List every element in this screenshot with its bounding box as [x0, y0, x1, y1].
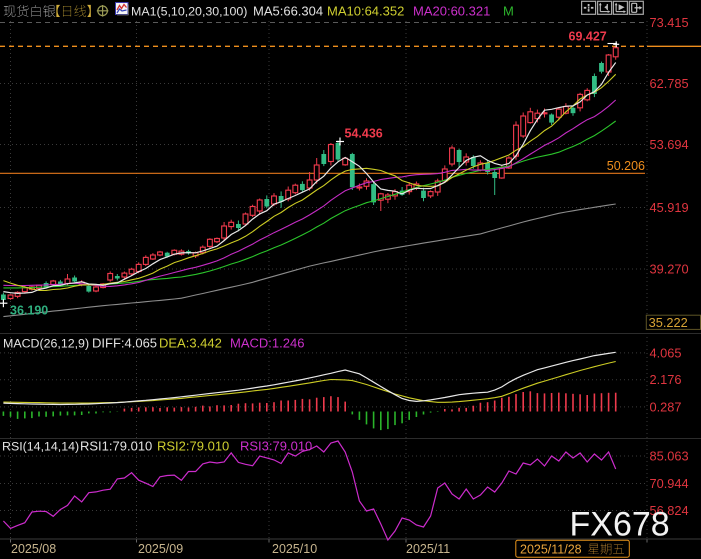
svg-text:73.415: 73.415: [650, 15, 689, 30]
svg-text:DEA:3.442: DEA:3.442: [159, 336, 222, 351]
svg-text:MA5:66.304: MA5:66.304: [253, 4, 323, 19]
svg-text:53.694: 53.694: [650, 137, 689, 152]
svg-text:2025/10: 2025/10: [272, 542, 317, 556]
svg-text:2025/11/28: 2025/11/28: [520, 543, 582, 557]
svg-text:MA20:60.321: MA20:60.321: [413, 4, 490, 19]
svg-text:MACD:1.246: MACD:1.246: [230, 336, 304, 351]
svg-text:85.063: 85.063: [650, 449, 689, 464]
svg-text:35.222: 35.222: [649, 315, 688, 330]
svg-text:70.944: 70.944: [650, 476, 689, 491]
svg-text:56.824: 56.824: [650, 503, 689, 518]
svg-text:RSI2:79.010: RSI2:79.010: [157, 439, 229, 454]
svg-text:2025/09: 2025/09: [138, 542, 183, 556]
svg-text:RSI(14,14,14): RSI(14,14,14): [2, 440, 79, 454]
svg-text:45.919: 45.919: [650, 200, 689, 215]
svg-text:RSI3:79.010: RSI3:79.010: [240, 439, 312, 454]
svg-text:M: M: [503, 4, 514, 19]
svg-text:MACD(26,12,9): MACD(26,12,9): [3, 337, 89, 351]
svg-text:62.785: 62.785: [650, 76, 689, 91]
svg-text:0.287: 0.287: [650, 399, 682, 414]
svg-text:4.065: 4.065: [650, 345, 682, 360]
svg-text:2025/11: 2025/11: [406, 542, 450, 556]
svg-text:69.427: 69.427: [569, 30, 607, 44]
svg-text:FX678: FX678: [570, 506, 670, 544]
svg-text:DIFF:4.065: DIFF:4.065: [92, 336, 157, 351]
svg-text:MA10:64.352: MA10:64.352: [327, 4, 404, 19]
svg-text:36.190: 36.190: [10, 304, 48, 318]
svg-text:MA1(5,10,20,30,100): MA1(5,10,20,30,100): [131, 5, 247, 19]
svg-text:39.270: 39.270: [650, 262, 689, 277]
svg-text:RSI1:79.010: RSI1:79.010: [80, 439, 152, 454]
svg-text:54.436: 54.436: [345, 127, 383, 141]
svg-text:50.206: 50.206: [607, 159, 645, 173]
svg-text:2025/08: 2025/08: [11, 542, 56, 556]
svg-text:2.176: 2.176: [650, 372, 682, 387]
